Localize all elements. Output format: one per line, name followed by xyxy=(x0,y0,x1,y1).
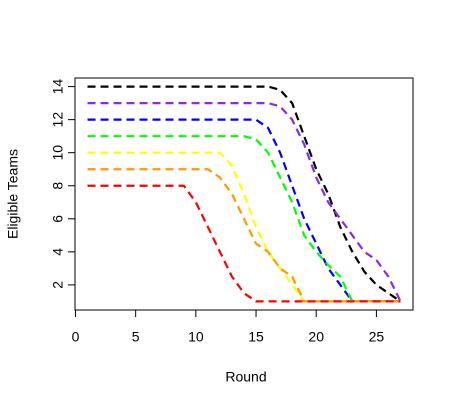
series-line xyxy=(87,151,401,303)
y-tick-label: 4 xyxy=(50,248,66,256)
series-line xyxy=(87,118,401,303)
x-tick-label: 0 xyxy=(72,329,80,345)
x-tick-label: 20 xyxy=(308,329,324,345)
y-tick-label: 12 xyxy=(50,112,66,128)
series-line xyxy=(87,85,402,303)
y-tick-label: 2 xyxy=(50,281,66,289)
x-tick-label: 5 xyxy=(132,329,140,345)
y-tick-label: 14 xyxy=(50,79,66,95)
series-line xyxy=(87,102,402,302)
y-tick-label: 10 xyxy=(50,145,66,161)
series-line xyxy=(87,135,401,303)
x-tick-label: 10 xyxy=(188,329,204,345)
y-axis-label: Eligible Teams xyxy=(5,149,21,239)
y-tick-label: 6 xyxy=(50,215,66,223)
series-line xyxy=(87,184,401,303)
x-tick-label: 25 xyxy=(369,329,385,345)
x-axis-label: Round xyxy=(225,369,266,385)
plot-box xyxy=(74,77,414,311)
x-tick-label: 15 xyxy=(248,329,264,345)
y-tick-label: 8 xyxy=(50,182,66,190)
